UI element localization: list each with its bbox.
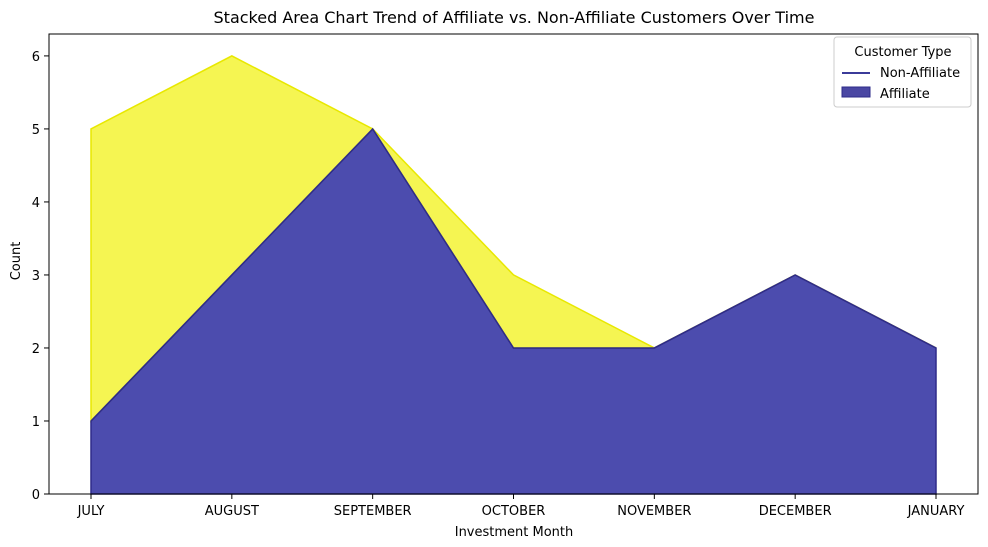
x-axis-label: Investment Month (455, 525, 574, 540)
x-tick-label: OCTOBER (482, 504, 546, 519)
y-tick-label: 1 (32, 415, 40, 430)
y-tick-label: 2 (32, 342, 40, 357)
y-tick-label: 4 (32, 196, 40, 211)
x-tick-label: SEPTEMBER (334, 504, 412, 519)
x-tick-label: NOVEMBER (617, 504, 691, 519)
y-axis-label: Count (9, 242, 24, 281)
x-tick-label: JULY (77, 504, 105, 519)
legend-label-non-affiliate: Non-Affiliate (880, 66, 960, 81)
y-tick-label: 5 (32, 123, 40, 138)
x-tick-label: DECEMBER (759, 504, 832, 519)
legend: Customer Type Non-Affiliate Affiliate (833, 36, 972, 108)
y-tick-label: 0 (32, 488, 40, 503)
legend-title: Customer Type (854, 45, 951, 60)
chart-title: Stacked Area Chart Trend of Affiliate vs… (214, 8, 815, 27)
legend-label-affiliate: Affiliate (880, 87, 930, 102)
y-tick-label: 6 (32, 50, 40, 65)
legend-swatch-affiliate (841, 86, 871, 98)
y-tick-label: 3 (32, 269, 40, 284)
x-tick-label: JANUARY (907, 504, 965, 519)
x-tick-label: AUGUST (205, 504, 259, 519)
